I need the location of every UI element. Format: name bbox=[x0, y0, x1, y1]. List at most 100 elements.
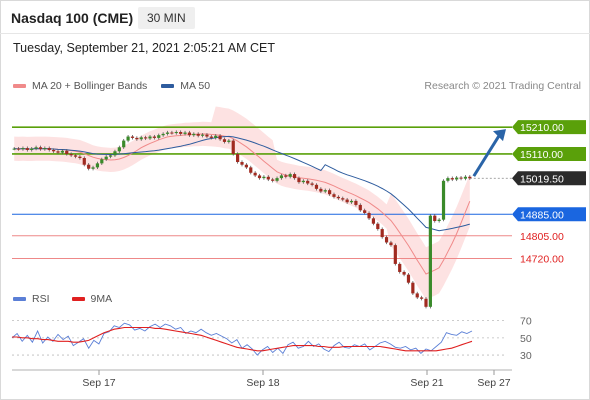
ma20-legend-swatch bbox=[13, 84, 26, 88]
rsi-ma-line bbox=[12, 326, 473, 352]
x-axis-tick-label: Sep 27 bbox=[477, 377, 510, 389]
price-level-label: 14805.00 bbox=[520, 231, 564, 243]
candle-body bbox=[345, 199, 349, 203]
candle-body bbox=[222, 139, 227, 142]
candle-body bbox=[227, 140, 231, 142]
level-labels-layer: 15210.00 15110.00 15019.50 14885.00 14805.00… bbox=[512, 120, 586, 266]
candle-body bbox=[183, 132, 187, 134]
candle-body bbox=[292, 174, 297, 179]
candle-body bbox=[91, 167, 95, 169]
candle-body bbox=[398, 263, 402, 272]
interval-button[interactable]: 30 MIN bbox=[138, 7, 195, 29]
price-level-tag bbox=[512, 207, 586, 222]
candle-body bbox=[244, 164, 248, 168]
rsi-legend-label: RSI bbox=[32, 293, 50, 305]
candle-body bbox=[196, 133, 200, 136]
candle-body bbox=[402, 271, 406, 275]
price-level-label: 15019.50 bbox=[520, 173, 564, 185]
candle-body bbox=[336, 196, 340, 199]
projection-arrow-shaft bbox=[472, 133, 502, 177]
candle-body bbox=[314, 184, 319, 189]
rsi-panel: 70 50 30 bbox=[11, 316, 532, 362]
candle-body bbox=[354, 200, 358, 205]
candle-body bbox=[380, 229, 384, 238]
candle-body bbox=[240, 162, 244, 165]
candle-body bbox=[288, 174, 292, 177]
candle-body bbox=[21, 148, 25, 150]
candle-body bbox=[446, 178, 450, 181]
candle-body bbox=[437, 219, 441, 222]
research-credit: Research © 2021 Trading Central bbox=[424, 80, 581, 92]
candle-body bbox=[73, 155, 78, 157]
projection-arrow-layer bbox=[472, 129, 506, 177]
candle-body bbox=[428, 215, 432, 307]
candle-body bbox=[358, 204, 362, 211]
candle-body bbox=[249, 167, 253, 173]
candle-body bbox=[455, 177, 459, 180]
header-divider bbox=[0, 33, 590, 34]
candle-body bbox=[87, 164, 91, 169]
x-axis-tick-label: Sep 21 bbox=[410, 377, 443, 389]
candle-body bbox=[174, 132, 178, 134]
candle-body bbox=[459, 177, 463, 179]
candle-body bbox=[406, 274, 411, 283]
candle-body bbox=[310, 183, 314, 185]
candle-body bbox=[47, 148, 51, 150]
candle-body bbox=[468, 176, 472, 179]
candle-body bbox=[209, 136, 213, 138]
candle-body bbox=[12, 148, 16, 150]
ma50-legend-swatch bbox=[161, 84, 175, 88]
candle-body bbox=[463, 176, 468, 179]
candle-body bbox=[284, 175, 288, 177]
rsi-ma-legend-label: 9MA bbox=[90, 293, 113, 305]
candle-body bbox=[43, 148, 47, 150]
candle-body bbox=[341, 198, 345, 200]
candle-body bbox=[349, 200, 354, 203]
candle-body bbox=[420, 297, 424, 299]
candle-body bbox=[65, 150, 69, 154]
candle-body bbox=[231, 140, 235, 154]
candle-body bbox=[82, 158, 86, 165]
candle-body bbox=[363, 210, 367, 213]
candle-body bbox=[301, 180, 305, 183]
candle-body bbox=[130, 136, 135, 138]
candle-body bbox=[257, 175, 262, 179]
rsi-legend-swatch bbox=[13, 297, 26, 301]
candle-body bbox=[126, 136, 130, 141]
candle-body bbox=[38, 147, 43, 150]
candle-body bbox=[200, 134, 205, 136]
price-level-tag bbox=[512, 146, 586, 161]
candle-body bbox=[161, 133, 165, 136]
rsi-ma-legend-swatch bbox=[71, 297, 85, 301]
candle-body bbox=[25, 148, 29, 150]
ma50-legend-label: MA 50 bbox=[180, 80, 211, 92]
candle-body bbox=[144, 137, 148, 139]
price-level-tag bbox=[512, 120, 586, 135]
candle-body bbox=[297, 178, 301, 183]
candle-body bbox=[328, 190, 332, 195]
x-axis-tick-label: Sep 17 bbox=[82, 377, 115, 389]
candle-body bbox=[367, 212, 371, 219]
candle-body bbox=[152, 136, 156, 138]
instrument-title: Nasdaq 100 (CME) bbox=[11, 10, 134, 26]
candle-body bbox=[205, 134, 209, 137]
rsi-tick-label: 70 bbox=[520, 316, 532, 328]
candle-body bbox=[170, 132, 174, 134]
candle-body bbox=[56, 151, 60, 153]
candle-body bbox=[275, 178, 279, 181]
candle-body bbox=[165, 132, 170, 134]
price-level-tag bbox=[512, 171, 586, 186]
candles-layer bbox=[12, 130, 472, 309]
candle-body bbox=[415, 293, 419, 298]
price-level-label: 14885.00 bbox=[520, 209, 564, 221]
candle-body bbox=[30, 148, 34, 150]
price-level-label: 14720.00 bbox=[520, 254, 564, 266]
candle-body bbox=[52, 149, 56, 152]
candle-body bbox=[306, 180, 310, 184]
candle-body bbox=[262, 176, 266, 179]
candle-body bbox=[323, 190, 327, 192]
ma20-line bbox=[14, 133, 471, 275]
price-level-label: 15110.00 bbox=[520, 149, 563, 161]
candle-body bbox=[157, 135, 161, 138]
